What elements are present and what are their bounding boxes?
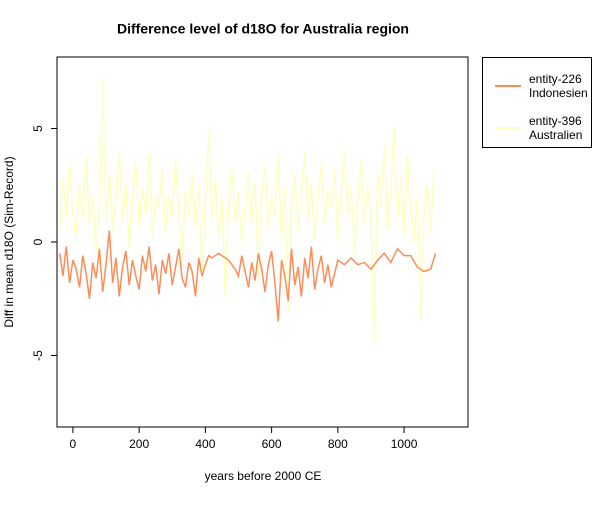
- y-tick-label: 0: [31, 238, 45, 245]
- series-line: [58, 78, 435, 342]
- legend-item: entity-226 Indonesien: [483, 72, 588, 100]
- legend-swatch: [495, 85, 521, 87]
- x-tick-label: 800: [328, 437, 348, 451]
- chart-title: Difference level of d18O for Australia r…: [117, 21, 409, 37]
- x-tick-label: 200: [129, 437, 149, 451]
- legend: entity-226 Indonesien entity-396 Australi…: [482, 57, 592, 148]
- legend-swatch: [495, 127, 521, 129]
- x-tick-label: 1000: [391, 437, 418, 451]
- series-line: [58, 230, 437, 322]
- x-axis-label: years before 2000 CE: [205, 469, 322, 483]
- plot-frame: [56, 56, 469, 428]
- legend-label: entity-226 Indonesien: [529, 72, 588, 100]
- legend-label: entity-396 Australien: [529, 114, 583, 142]
- x-tick-label: 600: [262, 437, 282, 451]
- x-tick-label: 0: [70, 437, 77, 451]
- x-tick-label: 400: [195, 437, 215, 451]
- y-axis-label: Diff in mean d18O (Sim-Record): [2, 156, 16, 327]
- legend-item: entity-396 Australien: [483, 114, 582, 142]
- y-tick-label: -5: [31, 350, 45, 361]
- y-tick-label: 5: [31, 125, 45, 132]
